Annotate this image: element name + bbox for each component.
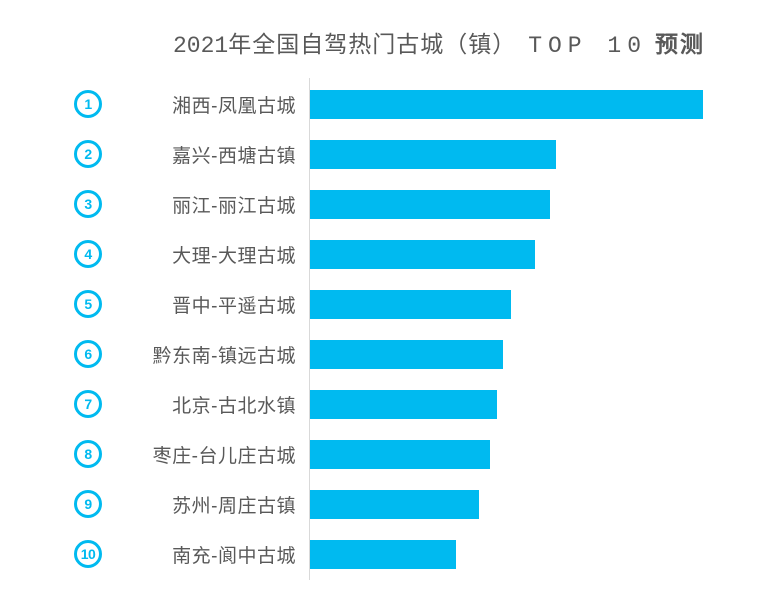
title-top10: TOP 10 [528, 33, 648, 59]
chart-row: 8 枣庄-台儿庄古城 [0, 429, 773, 479]
chart-row: 5 晋中-平遥古城 [0, 279, 773, 329]
chart-row: 9 苏州-周庄古镇 [0, 479, 773, 529]
rank-badge: 3 [74, 190, 102, 218]
rank-badge: 6 [74, 340, 102, 368]
chart-row: 3 丽江-丽江古城 [0, 179, 773, 229]
bar [310, 339, 503, 369]
category-label: 丽江-丽江古城 [172, 195, 296, 217]
category-label: 苏州-周庄古镇 [172, 495, 296, 517]
rank-badge: 2 [74, 140, 102, 168]
chart-row: 10 南充-阆中古城 [0, 529, 773, 579]
bar-track [310, 489, 773, 519]
bar-track [310, 139, 773, 169]
rank-badge: 7 [74, 390, 102, 418]
chart-row: 6 黔东南-镇远古城 [0, 329, 773, 379]
bar [310, 239, 536, 269]
bar-track [310, 239, 773, 269]
bar-track [310, 339, 773, 369]
bar-chart: 1 湘西-凤凰古城 2 嘉兴-西塘古镇 3 丽江-丽江古城 4 大理-大理古城 … [0, 79, 773, 579]
category-label: 枣庄-台儿庄古城 [152, 445, 296, 467]
chart-title: 2021年全国自驾热门古城（镇） TOP 10 预测 [105, 31, 773, 60]
chart-row: 7 北京-古北水镇 [0, 379, 773, 429]
bar [310, 439, 490, 469]
title-year: 2021 [172, 33, 229, 59]
rank-badge: 8 [74, 440, 102, 468]
title-text-cn: 年全国自驾热门古城（镇） [228, 31, 517, 57]
rank-badge: 10 [74, 540, 102, 568]
bar [310, 289, 511, 319]
rank-badge: 1 [74, 90, 102, 118]
chart-row: 1 湘西-凤凰古城 [0, 79, 773, 129]
chart-row: 4 大理-大理古城 [0, 229, 773, 279]
bar [310, 389, 498, 419]
bar-track [310, 289, 773, 319]
bar [310, 189, 551, 219]
category-label: 嘉兴-西塘古镇 [172, 145, 296, 167]
bar-track [310, 439, 773, 469]
chart-row: 2 嘉兴-西塘古镇 [0, 129, 773, 179]
bar [310, 539, 457, 569]
category-label: 北京-古北水镇 [172, 395, 296, 417]
category-label: 黔东南-镇远古城 [152, 345, 296, 367]
bar-track [310, 389, 773, 419]
title-forecast: 预测 [655, 31, 706, 57]
category-label: 湘西-凤凰古城 [172, 95, 296, 117]
rank-badge: 9 [74, 490, 102, 518]
rank-badge: 4 [74, 240, 102, 268]
rank-badge: 5 [74, 290, 102, 318]
bar [310, 89, 704, 119]
bar-track [310, 539, 773, 569]
category-label: 大理-大理古城 [172, 245, 296, 267]
bar [310, 489, 479, 519]
bar-track [310, 89, 773, 119]
bar [310, 139, 557, 169]
category-label: 南充-阆中古城 [172, 545, 296, 567]
bar-track [310, 189, 773, 219]
y-axis-line [309, 78, 310, 580]
category-label: 晋中-平遥古城 [172, 295, 296, 317]
